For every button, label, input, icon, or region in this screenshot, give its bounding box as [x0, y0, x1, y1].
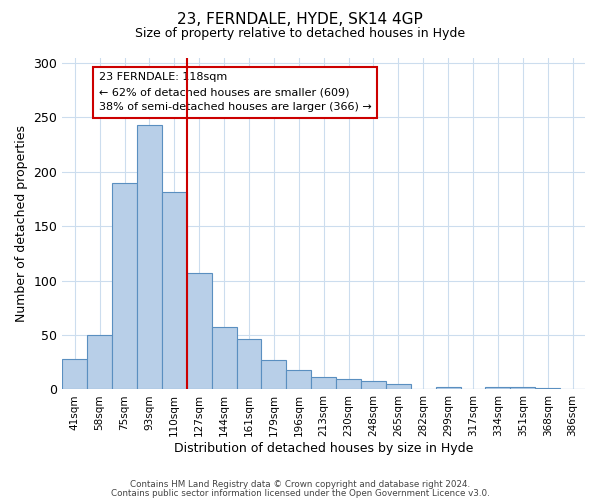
- Text: 23, FERNDALE, HYDE, SK14 4GP: 23, FERNDALE, HYDE, SK14 4GP: [177, 12, 423, 28]
- Bar: [162, 192, 187, 390]
- X-axis label: Distribution of detached houses by size in Hyde: Distribution of detached houses by size …: [174, 442, 473, 455]
- Bar: [236, 340, 262, 390]
- Bar: [286, 370, 311, 390]
- Bar: [62, 359, 87, 390]
- Text: Contains public sector information licensed under the Open Government Licence v3: Contains public sector information licen…: [110, 488, 490, 498]
- Bar: [112, 182, 137, 390]
- Bar: [262, 360, 286, 390]
- Bar: [485, 388, 511, 390]
- Bar: [137, 125, 162, 390]
- Bar: [311, 378, 336, 390]
- Bar: [361, 381, 386, 390]
- Text: Contains HM Land Registry data © Crown copyright and database right 2024.: Contains HM Land Registry data © Crown c…: [130, 480, 470, 489]
- Bar: [436, 388, 461, 390]
- Bar: [187, 273, 212, 390]
- Y-axis label: Number of detached properties: Number of detached properties: [15, 125, 28, 322]
- Bar: [535, 388, 560, 390]
- Bar: [386, 384, 411, 390]
- Bar: [511, 388, 535, 390]
- Bar: [336, 378, 361, 390]
- Text: Size of property relative to detached houses in Hyde: Size of property relative to detached ho…: [135, 28, 465, 40]
- Text: 23 FERNDALE: 118sqm
← 62% of detached houses are smaller (609)
38% of semi-detac: 23 FERNDALE: 118sqm ← 62% of detached ho…: [99, 72, 371, 112]
- Bar: [87, 335, 112, 390]
- Bar: [212, 328, 236, 390]
